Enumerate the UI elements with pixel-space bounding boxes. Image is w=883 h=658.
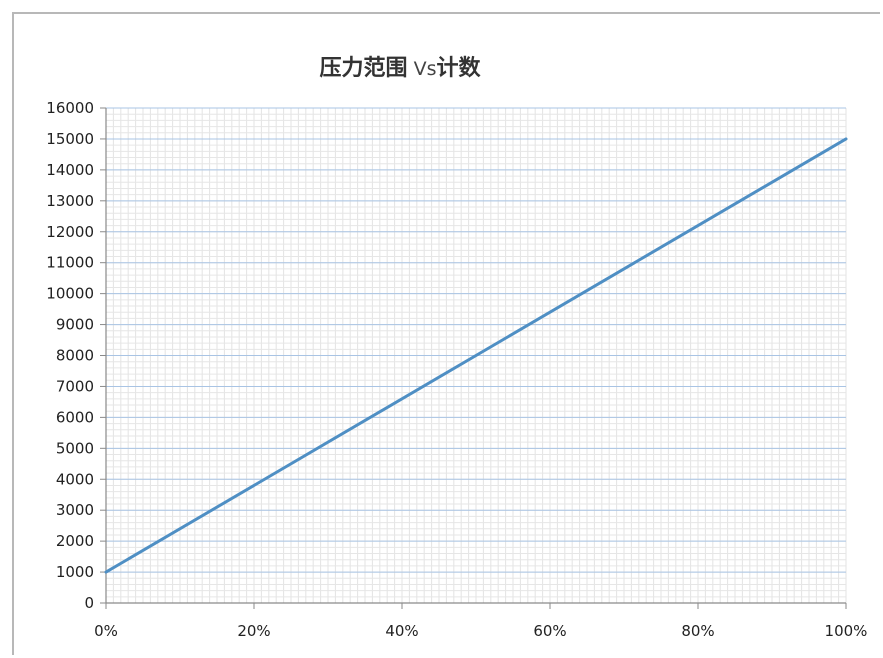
y-tick-label: 11000: [46, 254, 94, 272]
y-tick-label: 6000: [56, 408, 94, 426]
y-tick-label: 5000: [56, 439, 94, 457]
y-tick-label: 15000: [46, 130, 94, 148]
chart-title-part3: 计数: [436, 55, 481, 81]
y-tick-label: 3000: [56, 501, 94, 519]
x-tick-label: 80%: [681, 622, 714, 640]
y-tick-label: 13000: [46, 192, 94, 210]
x-axis-ticks: 0% 20% 40% 60% 80% 100%: [94, 603, 867, 640]
y-tick-label: 1000: [56, 563, 94, 581]
x-tick-label: 40%: [385, 622, 418, 640]
y-tick-label: 10000: [46, 285, 94, 303]
major-grid: [106, 107, 846, 604]
y-tick-label: 16000: [46, 99, 94, 117]
y-tick-label: 2000: [56, 532, 94, 550]
y-tick-label: 0: [84, 594, 94, 612]
series-line: [104, 137, 848, 574]
y-tick-label: 7000: [56, 377, 94, 395]
x-tick-label: 0%: [94, 622, 118, 640]
y-axis-ticks: 0 1000 2000 3000 4000 5000 6000 7000 8000 9000 100…: [46, 99, 106, 612]
x-tick-label: 20%: [237, 622, 270, 640]
chart-title-part1: 压力范围: [320, 56, 408, 81]
y-tick-label: 14000: [46, 161, 94, 179]
y-tick-label: 12000: [46, 223, 94, 241]
x-tick-label: 100%: [825, 622, 868, 640]
y-tick-label: 4000: [56, 470, 94, 488]
x-tick-label: 60%: [533, 622, 566, 640]
chart-title-part2: Vs: [408, 58, 437, 80]
chart-title: 压力范围 Vs计数: [320, 55, 482, 81]
y-tick-label: 9000: [56, 316, 94, 334]
series-layer: [104, 137, 848, 574]
y-tick-label: 8000: [56, 347, 94, 365]
